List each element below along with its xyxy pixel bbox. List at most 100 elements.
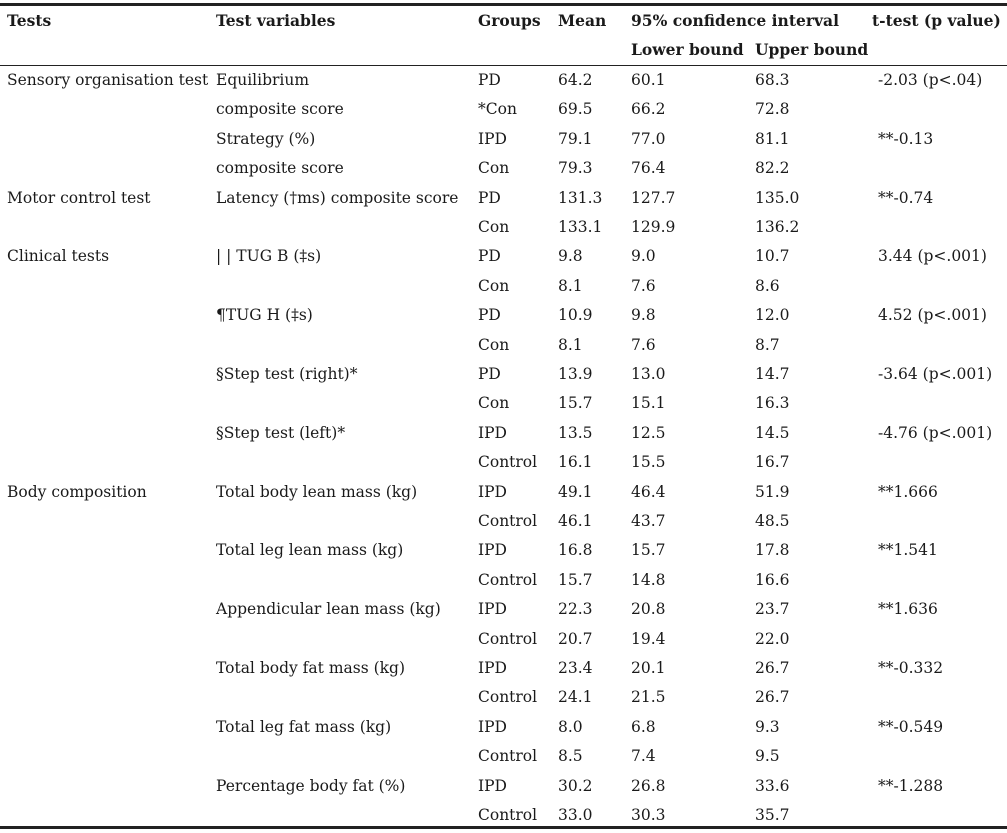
cell-group: Control — [478, 571, 538, 589]
cell-ttest: 4.52 (p<.001) — [878, 306, 987, 324]
cell-test: Sensory organisation test — [7, 71, 209, 89]
cell-group: IPD — [478, 483, 507, 501]
cell-group: PD — [478, 247, 501, 265]
cell-upper-bound: 10.7 — [755, 247, 790, 265]
cell-mean: 79.3 — [558, 159, 593, 177]
cell-group: IPD — [478, 541, 507, 559]
cell-variable: Latency (†ms) composite score — [216, 189, 459, 207]
cell-ttest: **1.636 — [878, 600, 938, 618]
cell-mean: 30.2 — [558, 777, 593, 795]
cell-mean: 24.1 — [558, 688, 593, 706]
cell-upper-bound: 16.6 — [755, 571, 790, 589]
cell-variable: §Step test (left)* — [216, 424, 346, 442]
cell-variable: | | TUG B (‡s) — [216, 247, 322, 265]
cell-lower-bound: 21.5 — [631, 688, 666, 706]
cell-lower-bound: 9.0 — [631, 247, 656, 265]
cell-group: IPD — [478, 777, 507, 795]
cell-lower-bound: 14.8 — [631, 571, 666, 589]
cell-mean: 49.1 — [558, 483, 593, 501]
cell-lower-bound: 60.1 — [631, 71, 666, 89]
cell-mean: 8.0 — [558, 718, 583, 736]
cell-mean: 16.8 — [558, 541, 593, 559]
header-groups: Groups — [478, 11, 541, 30]
cell-upper-bound: 26.7 — [755, 688, 790, 706]
cell-variable: §Step test (right)* — [216, 365, 358, 383]
cell-group: IPD — [478, 718, 507, 736]
cell-mean: 13.5 — [558, 424, 593, 442]
cell-mean: 64.2 — [558, 71, 593, 89]
cell-variable: Total leg lean mass (kg) — [216, 541, 404, 559]
cell-upper-bound: 23.7 — [755, 600, 790, 618]
cell-upper-bound: 9.5 — [755, 747, 780, 765]
cell-upper-bound: 72.8 — [755, 100, 790, 118]
cell-mean: 133.1 — [558, 218, 603, 236]
cell-lower-bound: 6.8 — [631, 718, 656, 736]
cell-lower-bound: 20.1 — [631, 659, 666, 677]
cell-upper-bound: 33.6 — [755, 777, 790, 795]
cell-ttest: -4.76 (p<.001) — [878, 424, 993, 442]
cell-mean: 69.5 — [558, 100, 593, 118]
cell-group: Con — [478, 159, 510, 177]
cell-variable: Total body lean mass (kg) — [216, 483, 418, 501]
cell-variable: Strategy (%) — [216, 130, 316, 148]
cell-mean: 15.7 — [558, 571, 593, 589]
cell-mean: 46.1 — [558, 512, 593, 530]
cell-ttest: **-1.288 — [878, 777, 944, 795]
cell-lower-bound: 7.4 — [631, 747, 656, 765]
cell-lower-bound: 15.5 — [631, 453, 666, 471]
cell-upper-bound: 14.5 — [755, 424, 790, 442]
cell-lower-bound: 30.3 — [631, 806, 666, 824]
top-rule — [0, 3, 1007, 6]
cell-ttest: **-0.332 — [878, 659, 944, 677]
cell-variable: Equilibrium — [216, 71, 310, 89]
cell-ttest: **-0.549 — [878, 718, 944, 736]
cell-lower-bound: 76.4 — [631, 159, 666, 177]
cell-group: PD — [478, 71, 501, 89]
header-variables: Test variables — [216, 11, 336, 30]
cell-group: PD — [478, 306, 501, 324]
cell-lower-bound: 20.8 — [631, 600, 666, 618]
cell-mean: 33.0 — [558, 806, 593, 824]
cell-mean: 9.8 — [558, 247, 583, 265]
cell-test: Body composition — [7, 483, 147, 501]
cell-upper-bound: 22.0 — [755, 630, 790, 648]
cell-lower-bound: 7.6 — [631, 336, 656, 354]
cell-mean: 22.3 — [558, 600, 593, 618]
cell-group: Control — [478, 512, 538, 530]
cell-upper-bound: 26.7 — [755, 659, 790, 677]
cell-upper-bound: 51.9 — [755, 483, 790, 501]
cell-lower-bound: 19.4 — [631, 630, 666, 648]
cell-lower-bound: 12.5 — [631, 424, 666, 442]
cell-lower-bound: 26.8 — [631, 777, 666, 795]
header-rule — [0, 65, 1007, 66]
cell-lower-bound: 9.8 — [631, 306, 656, 324]
cell-variable: Total leg fat mass (kg) — [216, 718, 392, 736]
cell-variable: composite score — [216, 100, 344, 118]
cell-group: IPD — [478, 659, 507, 677]
cell-group: IPD — [478, 424, 507, 442]
header-ttest: t-test (p value) — [872, 11, 1001, 30]
cell-test: Clinical tests — [7, 247, 110, 265]
cell-mean: 79.1 — [558, 130, 593, 148]
cell-group: Control — [478, 806, 538, 824]
cell-test: Motor control test — [7, 189, 151, 207]
cell-upper-bound: 81.1 — [755, 130, 790, 148]
cell-upper-bound: 16.3 — [755, 394, 790, 412]
cell-lower-bound: 129.9 — [631, 218, 676, 236]
header-ci: 95% confidence interval — [631, 11, 839, 30]
cell-upper-bound: 14.7 — [755, 365, 790, 383]
cell-upper-bound: 12.0 — [755, 306, 790, 324]
cell-ttest: -3.64 (p<.001) — [878, 365, 993, 383]
cell-ttest: **1.541 — [878, 541, 938, 559]
cell-group: PD — [478, 189, 501, 207]
cell-mean: 10.9 — [558, 306, 593, 324]
cell-upper-bound: 9.3 — [755, 718, 780, 736]
cell-group: Con — [478, 394, 510, 412]
cell-lower-bound: 7.6 — [631, 277, 656, 295]
cell-ttest: **-0.74 — [878, 189, 934, 207]
cell-group: Con — [478, 336, 510, 354]
header-tests: Tests — [7, 11, 52, 30]
cell-variable: Appendicular lean mass (kg) — [216, 600, 441, 618]
cell-upper-bound: 8.7 — [755, 336, 780, 354]
cell-upper-bound: 82.2 — [755, 159, 790, 177]
